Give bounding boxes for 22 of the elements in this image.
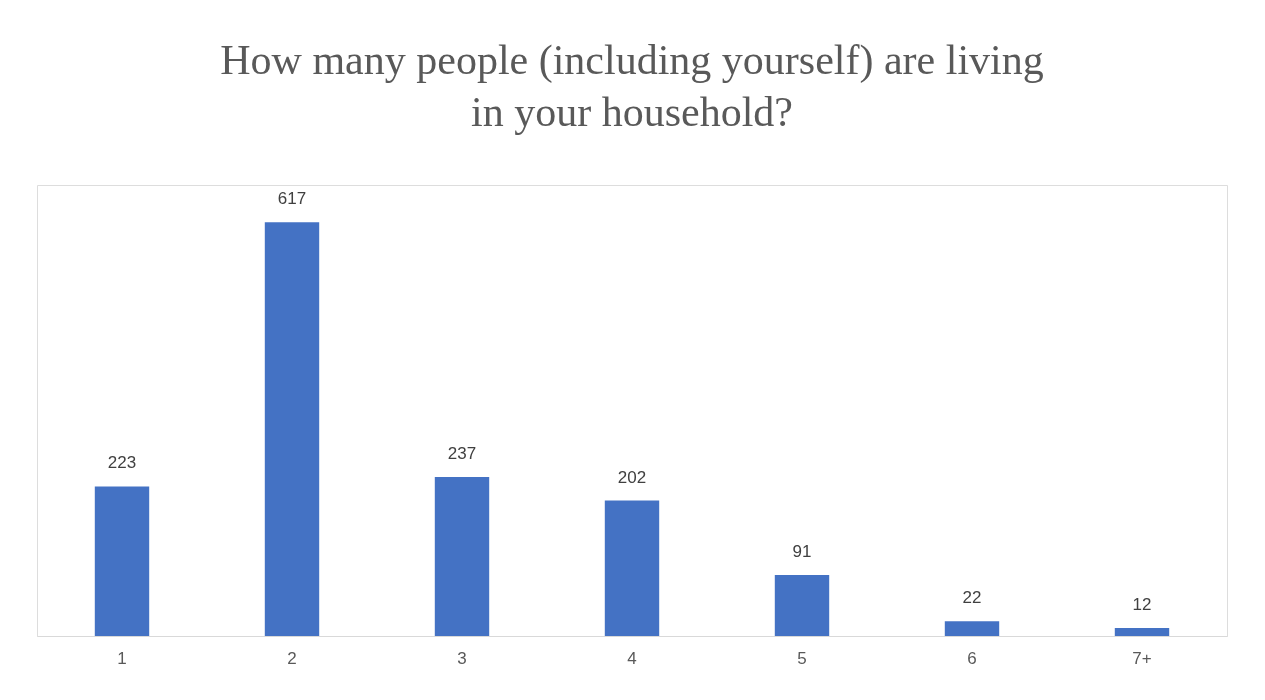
- x-tick-label: 6: [967, 648, 977, 668]
- bar: [1114, 627, 1170, 636]
- x-tick-label: 4: [627, 648, 637, 668]
- x-tick-label: 3: [457, 648, 467, 668]
- bar: [944, 621, 1000, 636]
- bar: [604, 500, 660, 636]
- data-label: 91: [792, 541, 812, 561]
- bar: [264, 222, 320, 636]
- x-tick-label: 7+: [1132, 648, 1152, 668]
- data-label: 202: [617, 467, 647, 487]
- x-tick-label: 5: [797, 648, 807, 668]
- x-tick-label: 2: [287, 648, 297, 668]
- bar: [94, 486, 150, 636]
- bar: [774, 574, 830, 636]
- data-label: 22: [962, 588, 982, 608]
- bar: [434, 477, 490, 636]
- data-label: 12: [1132, 594, 1152, 614]
- chart-title: How many people (including yourself) are living in your household?: [220, 37, 1044, 135]
- x-tick-label: 1: [117, 648, 127, 668]
- data-label: 617: [277, 189, 307, 209]
- data-label: 237: [447, 444, 477, 464]
- data-label: 223: [107, 453, 137, 473]
